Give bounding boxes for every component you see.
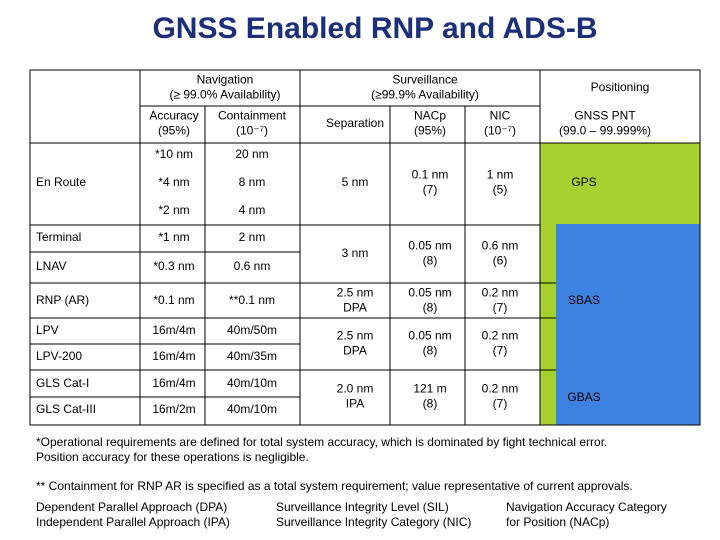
separation-cell: DPA bbox=[343, 301, 367, 315]
nic-cell: 0.2 nm bbox=[482, 382, 519, 396]
containment-cell: **0.1 nm bbox=[229, 293, 275, 307]
accuracy-cell: *2 nm bbox=[158, 203, 189, 217]
accuracy-cell: *0.3 nm bbox=[153, 259, 194, 273]
nacp-cell: (8) bbox=[423, 254, 438, 268]
operation-label: LPV-200 bbox=[36, 349, 82, 363]
nacp-cell: 0.05 nm bbox=[408, 329, 451, 343]
separation-cell: DPA bbox=[343, 344, 367, 358]
positioning-cell: SBAS bbox=[568, 293, 600, 307]
nacp-cell: 0.05 nm bbox=[408, 239, 451, 253]
accuracy-cell: *0.1 nm bbox=[153, 293, 194, 307]
containment-cell: 20 nm bbox=[235, 147, 268, 161]
header-nic: (10⁻⁷) bbox=[484, 124, 516, 138]
containment-cell: 8 nm bbox=[239, 175, 266, 189]
operation-label: RNP (AR) bbox=[36, 293, 89, 307]
operation-label: GLS Cat-I bbox=[36, 376, 89, 390]
containment-cell: 40m/50m bbox=[227, 323, 277, 337]
glossary-entry: Independent Parallel Approach (IPA) bbox=[36, 515, 230, 529]
nic-cell: (7) bbox=[493, 301, 508, 315]
positioning-cell: GBAS bbox=[567, 390, 600, 404]
operation-label: GLS Cat-III bbox=[36, 402, 96, 416]
nacp-cell: 0.05 nm bbox=[408, 286, 451, 300]
glossary-entry: for Position (NACp) bbox=[506, 515, 609, 529]
separation-cell: 2.5 nm bbox=[337, 286, 374, 300]
nic-cell: 0.2 nm bbox=[482, 329, 519, 343]
header-surveillance: (≥99.9% Availability) bbox=[371, 88, 479, 102]
nacp-cell: (8) bbox=[423, 344, 438, 358]
accuracy-cell: 16m/4m bbox=[152, 376, 195, 390]
footnote: ** Containment for RNP AR is specified a… bbox=[36, 479, 633, 493]
augmentation-region bbox=[556, 224, 700, 425]
operation-label: LNAV bbox=[36, 259, 66, 273]
containment-cell: 40m/35m bbox=[227, 349, 277, 363]
header-containment: Containment bbox=[218, 109, 287, 123]
separation-cell: 5 nm bbox=[342, 175, 369, 189]
header-accuracy: (95%) bbox=[158, 124, 190, 138]
separation-cell: IPA bbox=[346, 397, 364, 411]
header-nic: NIC bbox=[490, 109, 511, 123]
header-containment: (10⁻⁷) bbox=[236, 124, 268, 138]
header-nacp: NACp bbox=[414, 109, 446, 123]
nic-cell: (5) bbox=[493, 183, 508, 197]
header-gnss-pnt: GNSS PNT bbox=[574, 109, 636, 123]
separation-cell: 2.0 nm bbox=[337, 382, 374, 396]
nic-cell: 0.6 nm bbox=[482, 239, 519, 253]
accuracy-cell: 16m/2m bbox=[152, 402, 195, 416]
header-separation: Separation bbox=[326, 116, 384, 130]
accuracy-cell: *4 nm bbox=[158, 175, 189, 189]
header-nacp: (95%) bbox=[414, 124, 446, 138]
nacp-cell: (7) bbox=[423, 183, 438, 197]
header-navigation: (≥ 99.0% Availability) bbox=[169, 88, 280, 102]
nic-cell: (7) bbox=[493, 344, 508, 358]
positioning-cell: GPS bbox=[571, 175, 596, 189]
accuracy-cell: *1 nm bbox=[158, 230, 189, 244]
accuracy-cell: 16m/4m bbox=[152, 349, 195, 363]
containment-cell: 2 nm bbox=[239, 230, 266, 244]
nacp-cell: 0.1 nm bbox=[412, 168, 449, 182]
accuracy-cell: *10 nm bbox=[155, 147, 193, 161]
nacp-cell: 121 m bbox=[413, 382, 446, 396]
header-positioning: Positioning bbox=[591, 80, 650, 94]
glossary-entry: Navigation Accuracy Category bbox=[506, 500, 667, 514]
glossary-entry: Surveillance Integrity Category (NIC) bbox=[276, 515, 471, 529]
accuracy-cell: 16m/4m bbox=[152, 323, 195, 337]
nic-cell: 0.2 nm bbox=[482, 286, 519, 300]
containment-cell: 40m/10m bbox=[227, 402, 277, 416]
separation-cell: 2.5 nm bbox=[337, 329, 374, 343]
glossary-entry: Surveillance Integrity Level (SIL) bbox=[276, 500, 449, 514]
glossary-entry: Dependent Parallel Approach (DPA) bbox=[36, 500, 227, 514]
header-accuracy: Accuracy bbox=[149, 109, 198, 123]
footnote: *Operational requirements are defined fo… bbox=[36, 435, 607, 449]
nacp-cell: (8) bbox=[423, 301, 438, 315]
operation-label: Terminal bbox=[36, 230, 81, 244]
header-gnss-pnt: (99.0 – 99.999%) bbox=[559, 124, 651, 138]
nacp-cell: (8) bbox=[423, 397, 438, 411]
containment-cell: 0.6 nm bbox=[234, 259, 271, 273]
nic-cell: (7) bbox=[493, 397, 508, 411]
nic-cell: 1 nm bbox=[487, 168, 514, 182]
operation-label: LPV bbox=[36, 323, 59, 337]
containment-cell: 4 nm bbox=[239, 203, 266, 217]
nic-cell: (6) bbox=[493, 254, 508, 268]
table-grid bbox=[29, 69, 701, 426]
operation-label: En Route bbox=[36, 175, 86, 189]
footnote: Position accuracy for these operations i… bbox=[36, 450, 309, 464]
header-navigation: Navigation bbox=[197, 73, 254, 87]
separation-cell: 3 nm bbox=[342, 246, 369, 260]
slide-title: GNSS Enabled RNP and ADS-B bbox=[152, 12, 597, 45]
containment-cell: 40m/10m bbox=[227, 376, 277, 390]
header-surveillance: Surveillance bbox=[392, 73, 458, 87]
